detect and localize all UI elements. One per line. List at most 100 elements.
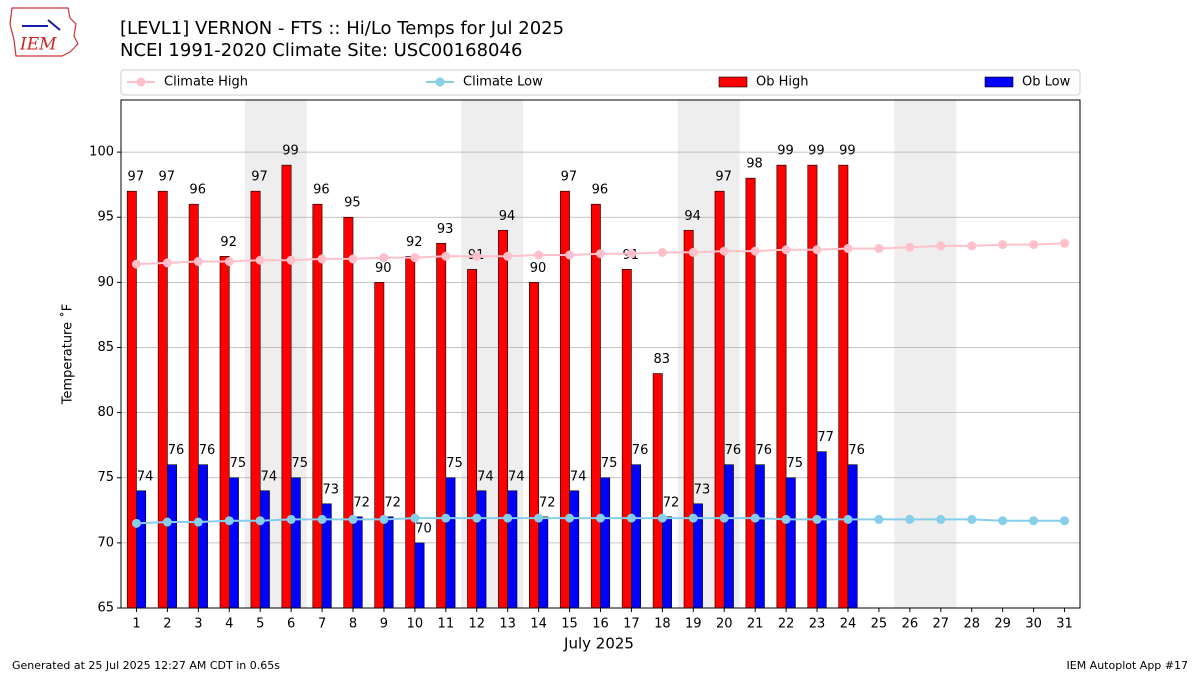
x-tick-label: 21 [747,617,764,632]
point [255,255,265,265]
bar [126,190,137,609]
x-tick-label: 11 [438,617,455,632]
legend-box [120,69,1081,96]
point [905,242,915,252]
point [812,245,822,255]
logo-outline [9,7,79,57]
bar [228,477,239,609]
x-tick-label: 3 [194,617,202,632]
point [596,513,605,523]
point [719,246,729,256]
x-tick-label: 27 [933,617,950,632]
data-label: 93 [437,222,454,237]
bar [405,256,416,609]
point [657,513,667,523]
data-label: 95 [344,196,361,211]
point [410,513,420,523]
point [565,250,575,260]
x-tick-label: 18 [654,617,671,632]
data-label: 72 [384,495,401,510]
data-label: 96 [313,183,330,198]
data-label: 99 [839,144,856,159]
point [750,513,760,523]
point [1029,516,1039,526]
bar [529,282,539,609]
bar [754,464,765,609]
point [657,247,667,257]
point [565,513,575,523]
data-label: 97 [251,170,268,185]
point [750,246,760,256]
point [843,243,853,253]
data-label: 92 [406,235,423,250]
bar [498,229,508,609]
bar [621,269,632,609]
x-tick-label: 16 [592,617,609,632]
data-label: 75 [786,456,803,471]
point [472,513,482,523]
bar [847,464,858,609]
point [936,514,946,524]
point [967,514,977,524]
data-label: 75 [601,456,618,471]
x-tick-label: 23 [809,617,826,632]
bar [157,190,168,609]
weekend-shade [894,100,957,608]
y-tick-label: 65 [97,601,114,616]
x-tick-label: 2 [163,617,171,632]
y-tick-label: 100 [89,145,114,160]
bar [198,464,208,609]
point [379,514,389,524]
point [224,257,234,267]
data-label: 77 [817,430,834,445]
bar [723,464,734,609]
x-tick-label: 30 [1025,617,1042,632]
bar [816,451,827,609]
data-label: 99 [808,144,825,159]
point [998,240,1008,250]
point [719,513,729,523]
bar [652,373,663,609]
logo-icon [22,19,61,31]
data-label: 74 [570,469,587,484]
point [317,514,327,524]
footer-left: Generated at 25 Jul 2025 12:27 AM CDT in… [12,659,280,672]
bar [281,164,292,609]
x-tick-label: 8 [349,617,357,632]
x-tick-label: 29 [994,617,1011,632]
x-tick-label: 24 [840,617,857,632]
x-tick-label: 26 [902,617,919,632]
bar [467,269,478,609]
chart-title: [LEVL1] VERNON - FTS :: Hi/Lo Temps for … [120,18,564,39]
bar [290,477,301,609]
bar [662,516,672,609]
point [936,241,946,251]
data-label: 75 [446,456,463,471]
bar [631,464,642,609]
point [162,517,172,527]
point [688,247,698,257]
x-tick-label: 13 [499,617,516,632]
data-label: 90 [375,261,392,276]
point [503,513,513,523]
point [348,514,358,524]
point [286,255,296,265]
point [441,513,451,523]
legend-marker [136,77,146,87]
bar [838,164,849,609]
data-label: 76 [725,443,742,458]
x-tick-label: 4 [225,617,233,632]
legend-marker [435,77,445,87]
point [379,253,389,263]
x-tick-label: 14 [530,617,547,632]
point [781,245,791,255]
point [472,251,482,261]
point [1029,240,1039,250]
y-tick-label: 75 [97,470,114,485]
data-label: 92 [220,235,237,250]
legend-swatch [984,76,1014,88]
data-label: 72 [663,495,680,510]
point [998,516,1008,526]
bar [414,542,425,609]
legend-label: Ob Low [1022,75,1071,90]
